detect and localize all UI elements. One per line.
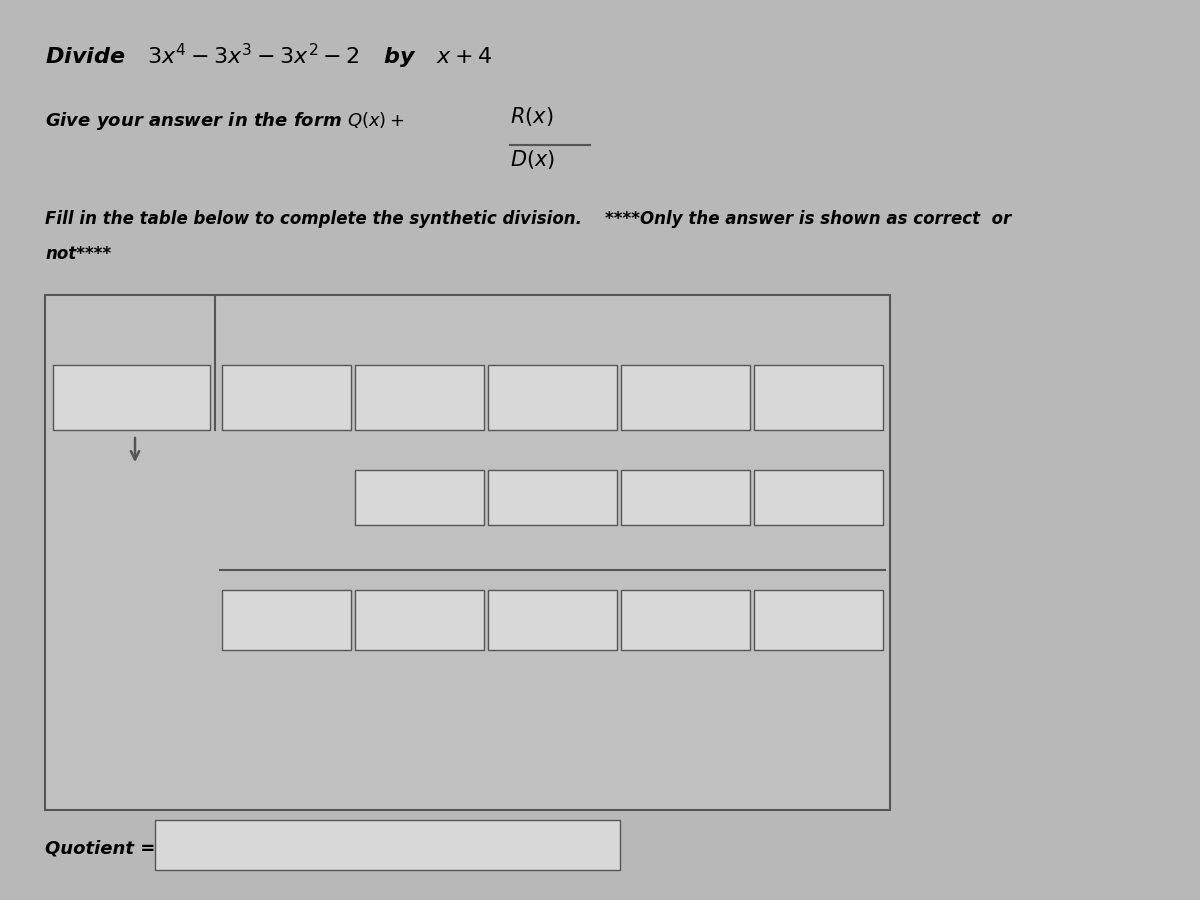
Bar bbox=[622, 365, 750, 430]
Text: not****: not**** bbox=[46, 245, 112, 263]
Bar bbox=[488, 470, 617, 525]
Text: $R(x)$: $R(x)$ bbox=[510, 105, 553, 128]
Bar bbox=[754, 470, 883, 525]
Bar bbox=[622, 470, 750, 525]
Bar bbox=[355, 365, 484, 430]
Text: Quotient =: Quotient = bbox=[46, 840, 155, 858]
Bar bbox=[488, 365, 617, 430]
Bar bbox=[222, 365, 352, 430]
Bar bbox=[355, 590, 484, 650]
Text: $D(x)$: $D(x)$ bbox=[510, 148, 554, 171]
Bar bbox=[53, 365, 210, 430]
Bar bbox=[46, 295, 890, 810]
Bar bbox=[155, 820, 620, 870]
Bar bbox=[754, 590, 883, 650]
Text: Give your answer in the form $Q(x) +$: Give your answer in the form $Q(x) +$ bbox=[46, 110, 404, 132]
Bar bbox=[754, 365, 883, 430]
Text: Divide   $3x^4 - 3x^3 - 3x^2 - 2$   by   $x + 4$: Divide $3x^4 - 3x^3 - 3x^2 - 2$ by $x + … bbox=[46, 42, 492, 71]
Bar bbox=[222, 590, 352, 650]
Bar bbox=[622, 590, 750, 650]
Bar bbox=[488, 590, 617, 650]
Text: Fill in the table below to complete the synthetic division.    ****Only the answ: Fill in the table below to complete the … bbox=[46, 210, 1012, 228]
Bar bbox=[355, 470, 484, 525]
